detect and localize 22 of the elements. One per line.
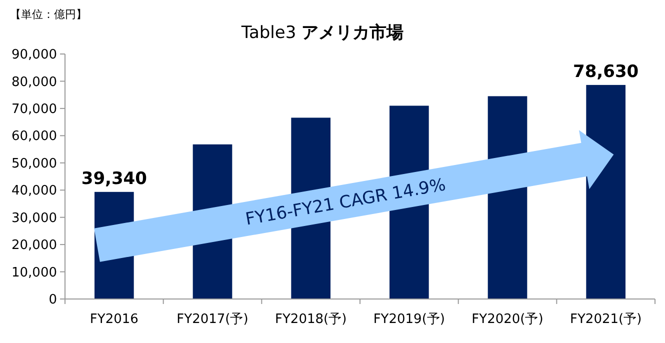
x-tick-label: FY2016	[90, 312, 138, 327]
bar	[586, 84, 626, 299]
y-tick-label: 20,000	[12, 238, 57, 254]
y-tick-label: 30,000	[12, 210, 57, 226]
y-tick-label: 40,000	[12, 184, 57, 199]
y-tick-label: 60,000	[12, 129, 57, 144]
y-tick-label: 90,000	[12, 48, 57, 63]
y-tick-label: 80,000	[12, 74, 57, 90]
data-label: 39,340	[81, 168, 148, 189]
y-tick-label: 70,000	[12, 102, 57, 117]
x-tick-label: FY2019(予)	[373, 312, 445, 327]
chart-title: Table3 アメリカ市場	[240, 23, 404, 43]
data-label: 78,630	[573, 62, 639, 82]
x-tick-label: FY2017(予)	[176, 312, 248, 327]
x-tick-label: FY2018(予)	[275, 312, 347, 327]
x-tick-label: FY2021(予)	[570, 312, 642, 327]
x-tick-label: FY2020(予)	[472, 312, 544, 327]
y-tick-label: 50,000	[12, 156, 57, 172]
y-tick-label: 0	[48, 292, 57, 308]
annotation: FY16-FY21 CAGR 14.9%	[244, 175, 448, 230]
y-axis-title: 【単位：億円】	[10, 8, 87, 21]
y-tick-label: 10,000	[12, 265, 57, 280]
